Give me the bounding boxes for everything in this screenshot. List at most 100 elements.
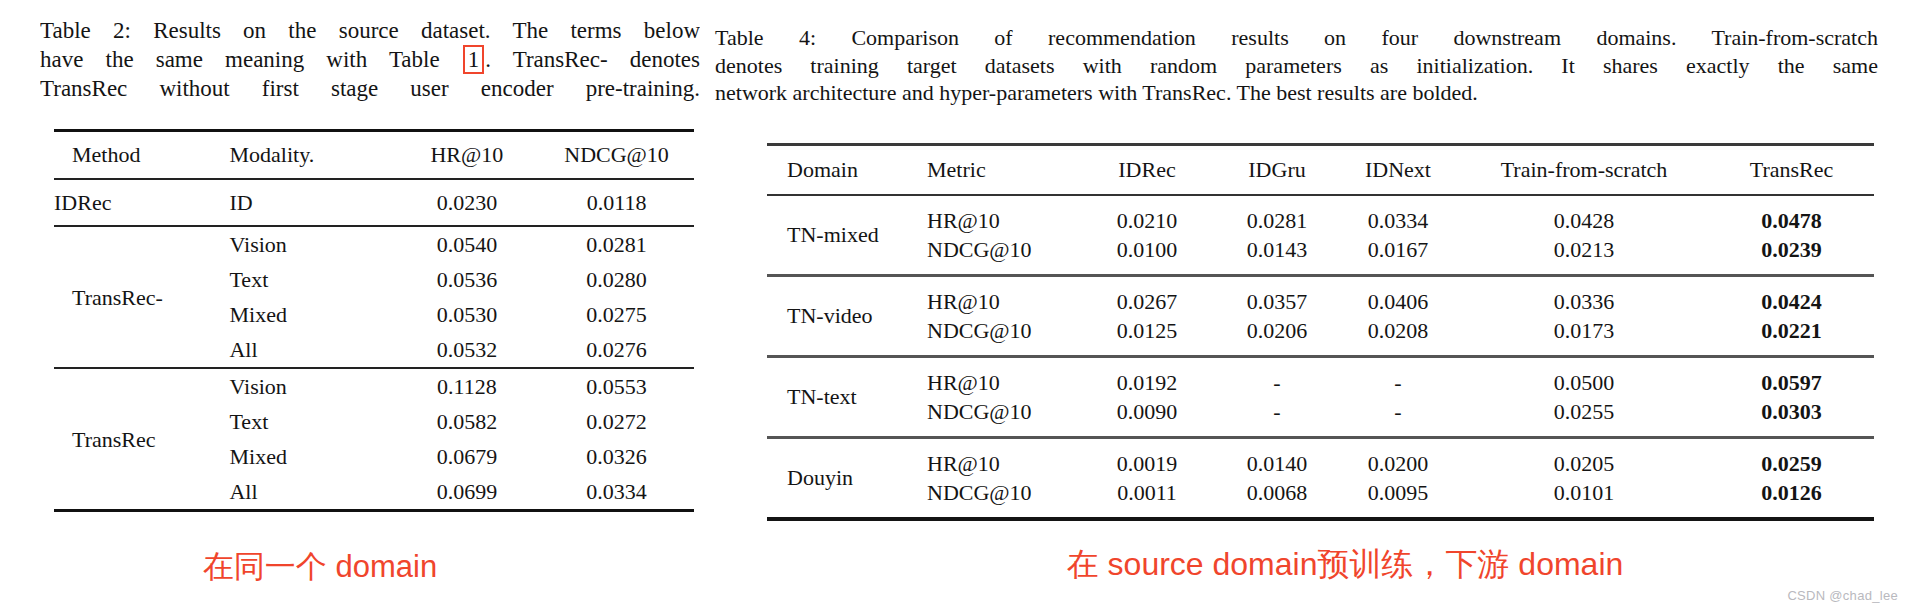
- ndcg10-cell: 0.0280: [539, 262, 694, 297]
- column-header-domain: Domain: [767, 144, 927, 195]
- table2-section: Table 2: Results on the source dataset. …: [40, 16, 702, 512]
- ndcg10-cell: 0.0272: [539, 404, 694, 439]
- transrec-cell: 0.0478: [1709, 195, 1874, 235]
- train-from-scratch-cell: 0.0205: [1459, 437, 1709, 478]
- idrec-cell: 0.0192: [1077, 356, 1217, 397]
- transrec-cell: 0.0259: [1709, 437, 1874, 478]
- table4-caption-line2: denotes training target datasets with ra…: [715, 52, 1878, 80]
- ndcg10-cell: 0.0326: [539, 439, 694, 474]
- column-header-metric: Metric: [927, 144, 1077, 195]
- idnext-cell: -: [1337, 356, 1459, 397]
- column-header-method: Method: [54, 131, 229, 180]
- modality-cell: Mixed: [229, 297, 394, 332]
- ndcg10-cell: 0.0275: [539, 297, 694, 332]
- column-header-ndcg10: NDCG@10: [539, 131, 694, 180]
- hr10-cell: 0.0540: [395, 226, 540, 262]
- table-row: NDCG@10 0.0011 0.0068 0.0095 0.0101 0.01…: [767, 478, 1874, 519]
- column-header-idnext: IDNext: [1337, 144, 1459, 195]
- table2-caption-line2: have the same meaning with Table 1. Tran…: [40, 45, 700, 74]
- domain-cell: TN-text: [767, 356, 927, 437]
- idgru-cell: 0.0068: [1217, 478, 1337, 519]
- modality-cell: Vision: [229, 226, 394, 262]
- csdn-watermark: CSDN @chad_lee: [1787, 588, 1898, 603]
- method-cell: TransRec: [54, 368, 229, 511]
- table-row: TN-video HR@10 0.0267 0.0357 0.0406 0.03…: [767, 275, 1874, 316]
- table-row: TransRec Vision 0.1128 0.0553: [54, 368, 694, 404]
- train-from-scratch-cell: 0.0101: [1459, 478, 1709, 519]
- table-row: NDCG@10 0.0090 - - 0.0255 0.0303: [767, 397, 1874, 438]
- table-row: Douyin HR@10 0.0019 0.0140 0.0200 0.0205…: [767, 437, 1874, 478]
- caption-text: have the same meaning with Table: [40, 47, 440, 72]
- metric-cell: NDCG@10: [927, 478, 1077, 519]
- hr10-cell: 0.0532: [395, 332, 540, 368]
- table2-header-row: Method Modality. HR@10 NDCG@10: [54, 131, 694, 180]
- hr10-cell: 0.1128: [395, 368, 540, 404]
- idnext-cell: 0.0334: [1337, 195, 1459, 235]
- domain-cell: Douyin: [767, 437, 927, 519]
- metric-cell: HR@10: [927, 356, 1077, 397]
- modality-cell: Mixed: [229, 439, 394, 474]
- modality-cell: Text: [229, 404, 394, 439]
- red-annotation-source-domain: 在 source domain预训练，下游 domain: [790, 543, 1900, 587]
- ndcg10-cell: 0.0281: [539, 226, 694, 262]
- train-from-scratch-cell: 0.0428: [1459, 195, 1709, 235]
- column-header-transrec: TransRec: [1709, 144, 1874, 195]
- column-header-idrec: IDRec: [1077, 144, 1217, 195]
- idgru-cell: 0.0143: [1217, 235, 1337, 276]
- table4-header-row: Domain Metric IDRec IDGru IDNext Train-f…: [767, 144, 1874, 195]
- table-row: NDCG@10 0.0100 0.0143 0.0167 0.0213 0.02…: [767, 235, 1874, 276]
- red-annotation-same-domain: 在同一个 domain: [40, 546, 600, 588]
- modality-cell: All: [229, 332, 394, 368]
- modality-cell: ID: [229, 179, 394, 226]
- idrec-cell: 0.0125: [1077, 316, 1217, 357]
- hr10-cell: 0.0530: [395, 297, 540, 332]
- idgru-cell: 0.0140: [1217, 437, 1337, 478]
- column-header-hr10: HR@10: [395, 131, 540, 180]
- table-row: TransRec- Vision 0.0540 0.0281: [54, 226, 694, 262]
- table-1-reference-link[interactable]: 1: [463, 45, 485, 74]
- metric-cell: HR@10: [927, 275, 1077, 316]
- metric-cell: NDCG@10: [927, 235, 1077, 276]
- modality-cell: Vision: [229, 368, 394, 404]
- modality-cell: Text: [229, 262, 394, 297]
- transrec-cell: 0.0221: [1709, 316, 1874, 357]
- idrec-cell: 0.0210: [1077, 195, 1217, 235]
- idnext-cell: -: [1337, 397, 1459, 438]
- transrec-cell: 0.0126: [1709, 478, 1874, 519]
- ndcg10-cell: 0.0553: [539, 368, 694, 404]
- method-cell: IDRec: [54, 179, 229, 226]
- table-row: TN-text HR@10 0.0192 - - 0.0500 0.0597: [767, 356, 1874, 397]
- table2-caption-line1: Table 2: Results on the source dataset. …: [40, 16, 700, 45]
- table4-caption-line1: Table 4: Comparison of recommendation re…: [715, 24, 1878, 52]
- transrec-cell: 0.0424: [1709, 275, 1874, 316]
- metric-cell: NDCG@10: [927, 316, 1077, 357]
- transrec-cell: 0.0303: [1709, 397, 1874, 438]
- train-from-scratch-cell: 0.0336: [1459, 275, 1709, 316]
- train-from-scratch-cell: 0.0500: [1459, 356, 1709, 397]
- ndcg10-cell: 0.0276: [539, 332, 694, 368]
- transrec-cell: 0.0239: [1709, 235, 1874, 276]
- column-header-idgru: IDGru: [1217, 144, 1337, 195]
- metric-cell: HR@10: [927, 437, 1077, 478]
- train-from-scratch-cell: 0.0213: [1459, 235, 1709, 276]
- ndcg10-cell: 0.0334: [539, 474, 694, 511]
- idnext-cell: 0.0167: [1337, 235, 1459, 276]
- hr10-cell: 0.0230: [395, 179, 540, 226]
- table2-caption-line3: TransRec without first stage user encode…: [40, 74, 700, 103]
- hr10-cell: 0.0699: [395, 474, 540, 511]
- ndcg10-cell: 0.0118: [539, 179, 694, 226]
- idnext-cell: 0.0095: [1337, 478, 1459, 519]
- caption-text: . TransRec- denotes: [485, 47, 700, 72]
- method-cell: TransRec-: [54, 226, 229, 368]
- hr10-cell: 0.0679: [395, 439, 540, 474]
- hr10-cell: 0.0582: [395, 404, 540, 439]
- table-row: IDRec ID 0.0230 0.0118: [54, 179, 694, 226]
- train-from-scratch-cell: 0.0173: [1459, 316, 1709, 357]
- idrec-cell: 0.0019: [1077, 437, 1217, 478]
- modality-cell: All: [229, 474, 394, 511]
- transrec-cell: 0.0597: [1709, 356, 1874, 397]
- table2-results-source-dataset: Method Modality. HR@10 NDCG@10 IDRec ID …: [54, 129, 694, 512]
- metric-cell: NDCG@10: [927, 397, 1077, 438]
- domain-cell: TN-mixed: [767, 195, 927, 276]
- idgru-cell: -: [1217, 356, 1337, 397]
